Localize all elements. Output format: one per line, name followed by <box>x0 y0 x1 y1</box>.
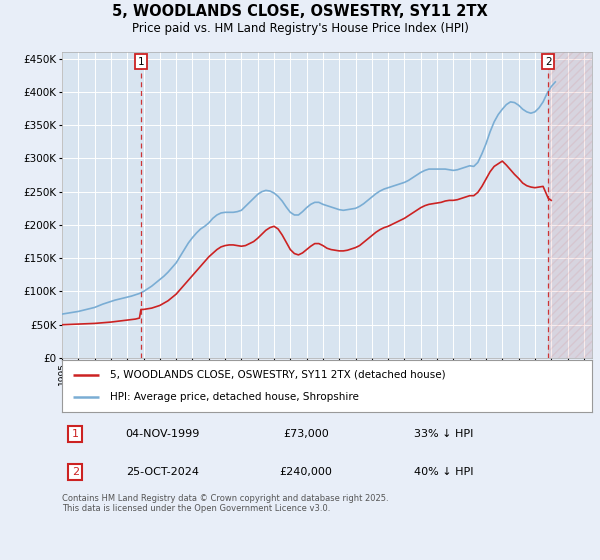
Text: 5, WOODLANDS CLOSE, OSWESTRY, SY11 2TX (detached house): 5, WOODLANDS CLOSE, OSWESTRY, SY11 2TX (… <box>110 370 445 380</box>
Text: 1: 1 <box>72 429 79 439</box>
Text: 40% ↓ HPI: 40% ↓ HPI <box>414 467 473 477</box>
Text: £240,000: £240,000 <box>280 467 332 477</box>
Text: 1: 1 <box>137 57 144 67</box>
Text: £73,000: £73,000 <box>283 429 329 439</box>
Text: Price paid vs. HM Land Registry's House Price Index (HPI): Price paid vs. HM Land Registry's House … <box>131 22 469 35</box>
Text: 25-OCT-2024: 25-OCT-2024 <box>126 467 199 477</box>
Text: 33% ↓ HPI: 33% ↓ HPI <box>414 429 473 439</box>
Text: 5, WOODLANDS CLOSE, OSWESTRY, SY11 2TX: 5, WOODLANDS CLOSE, OSWESTRY, SY11 2TX <box>112 4 488 19</box>
Text: 2: 2 <box>71 467 79 477</box>
Text: HPI: Average price, detached house, Shropshire: HPI: Average price, detached house, Shro… <box>110 393 359 403</box>
Text: 2: 2 <box>545 57 551 67</box>
Bar <box>548 52 592 358</box>
Text: Contains HM Land Registry data © Crown copyright and database right 2025.
This d: Contains HM Land Registry data © Crown c… <box>62 494 389 514</box>
Text: 04-NOV-1999: 04-NOV-1999 <box>125 429 200 439</box>
